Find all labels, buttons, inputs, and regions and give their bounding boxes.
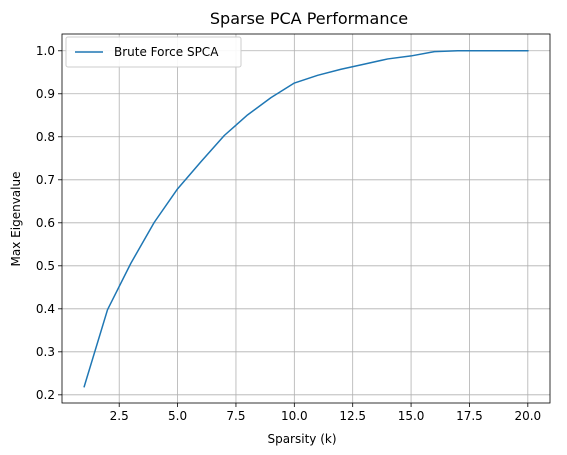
y-tick-label: 0.7	[36, 173, 55, 187]
y-tick-label: 1.0	[36, 44, 55, 58]
y-tick-label: 0.8	[36, 130, 55, 144]
y-tick-label: 0.9	[36, 87, 55, 101]
grid	[62, 34, 550, 403]
x-tick-label: 15.0	[398, 409, 425, 423]
x-tick-label: 17.5	[456, 409, 483, 423]
x-tick-label: 10.0	[281, 409, 308, 423]
y-axis-label: Max Eigenvalue	[9, 172, 23, 267]
y-tick-label: 0.4	[36, 302, 55, 316]
axes-frame	[61, 33, 551, 404]
x-tick-label: 12.5	[339, 409, 366, 423]
axes	[58, 33, 551, 407]
x-tick-label: 2.5	[110, 409, 129, 423]
chart-title: Sparse PCA Performance	[210, 9, 408, 28]
y-tick-label: 0.5	[36, 259, 55, 273]
legend-box	[65, 36, 242, 68]
y-tick-label: 0.3	[36, 345, 55, 359]
x-tick-label: 20.0	[514, 409, 541, 423]
x-tick-label: 7.5	[226, 409, 245, 423]
series-line	[83, 50, 529, 388]
legend-label: Brute Force SPCA	[114, 45, 219, 59]
legend: Brute Force SPCA	[65, 36, 242, 68]
y-tick-label: 0.2	[36, 388, 55, 402]
x-axis-label: Sparsity (k)	[267, 432, 336, 446]
plot-area	[83, 50, 529, 388]
y-tick-label: 0.6	[36, 216, 55, 230]
x-tick-label: 5.0	[168, 409, 187, 423]
tick-labels: 2.5 5.0 7.5 10.0 12.5 15.0 17.5 20.0 0.2 0.3 0.4 0.…	[36, 44, 541, 423]
